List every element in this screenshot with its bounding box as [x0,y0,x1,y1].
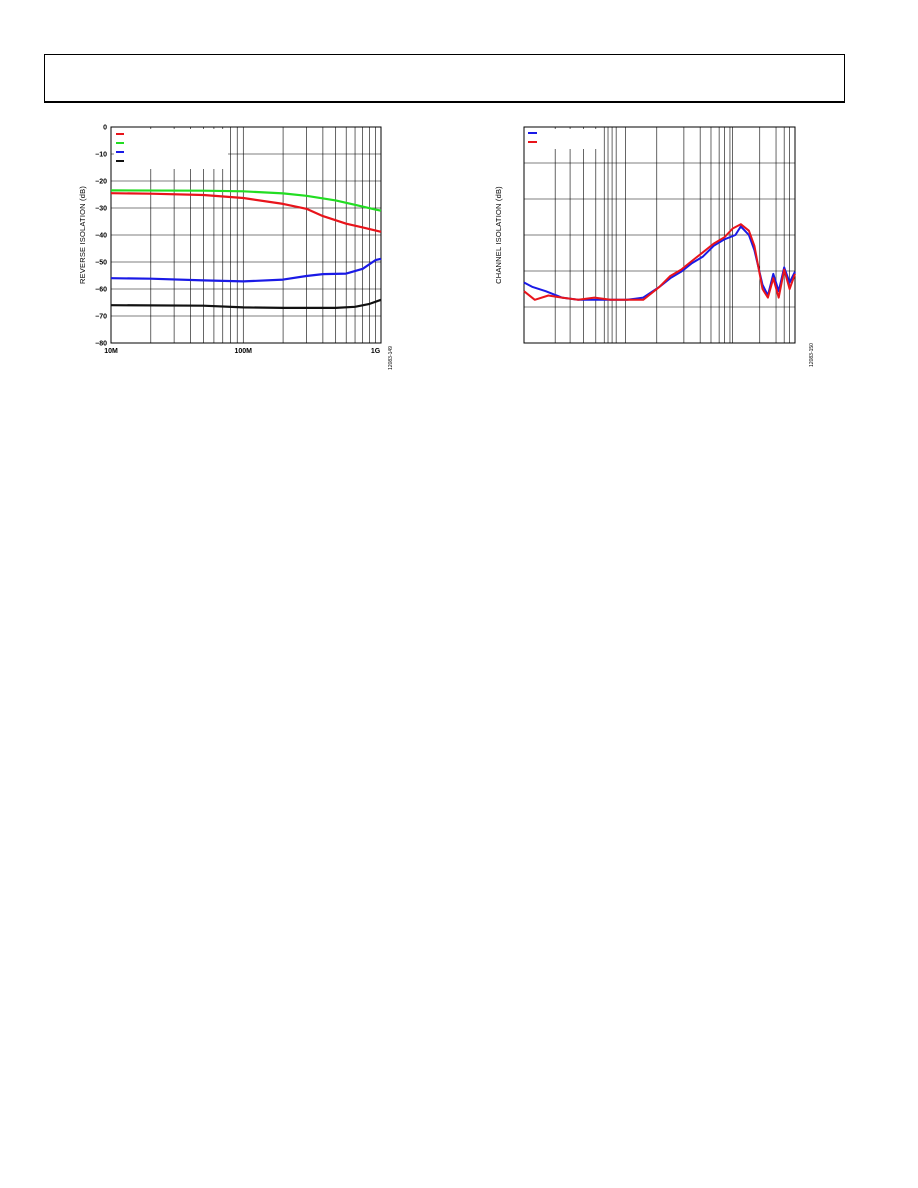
channel-isolation-chart: CHANNEL ISOLATION (dB) 12083-150 [494,126,815,367]
chart1-y-axis-title: REVERSE ISOLATION (dB) [78,186,87,284]
chart1-x-ticks: 10M 100M 1G [104,348,381,355]
chart2-series [523,223,796,301]
chart1-x-tick-label: 10M [104,348,118,355]
chart2-grid [524,127,795,343]
chart1-x-tick-label: 100M [235,348,253,355]
chart2-plot-frame [523,126,796,344]
chart2-legend [528,132,537,143]
chart1-figure-id: 12083-149 [388,346,394,370]
chart1-y-tick-label: 0 [103,125,107,132]
chart1-y-tick-label: −20 [95,179,107,186]
chart1-y-tick-label: −50 [95,260,107,267]
page-header-box [44,54,845,103]
chart2-y-axis-title: CHANNEL ISOLATION (dB) [494,186,503,284]
reverse-isolation-chart: 0 −10 −20 −30 −40 −50 −60 −70 −80 10M 100M 1G REVE… [78,125,394,370]
chart1-series-line-3 [110,257,382,283]
chart1-y-tick-label: −40 [95,233,107,240]
chart1-x-tick-label: 1G [371,348,381,355]
chart1-legend [116,133,124,162]
chart2-series-line-2 [523,223,796,301]
chart1-y-tick-label: −30 [95,206,107,213]
chart1-y-tick-label: −10 [95,152,107,159]
chart1-plot-frame [110,126,382,344]
chart2-series-line-1 [523,225,796,301]
chart1-legend-bg [114,129,228,169]
chart1-series [110,189,382,309]
chart1-series-line-1 [110,192,382,233]
chart1-y-tick-label: −70 [95,314,107,321]
chart1-y-tick-label: −80 [95,341,107,348]
chart2-legend-bg [525,129,601,149]
chart1-series-line-2 [110,189,382,212]
chart2-figure-id: 12083-150 [809,343,815,367]
chart1-y-tick-label: −60 [95,287,107,294]
chart1-y-ticks: 0 −10 −20 −30 −40 −50 −60 −70 −80 [95,125,107,348]
chart1-series-line-4 [110,298,382,309]
